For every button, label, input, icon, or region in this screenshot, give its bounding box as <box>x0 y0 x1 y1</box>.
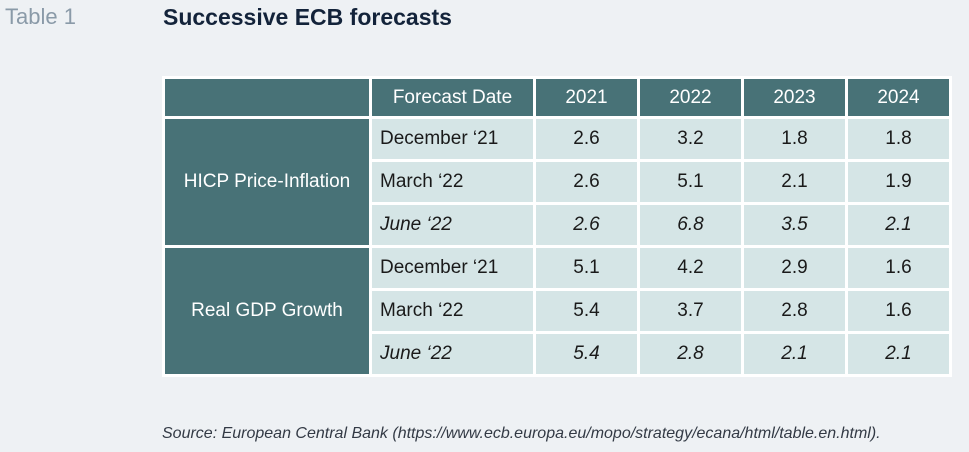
value-cell: 5.4 <box>536 334 637 374</box>
header-cell-forecast-date: Forecast Date <box>372 79 533 116</box>
group-label-gdp: Real GDP Growth <box>165 248 369 374</box>
forecast-date-cell: December ‘21 <box>372 248 533 288</box>
value-cell: 2.8 <box>640 334 741 374</box>
table-row: June ‘22 2.6 6.8 3.5 2.1 <box>165 205 949 245</box>
value-cell: 3.7 <box>640 291 741 331</box>
table-row: June ‘22 5.4 2.8 2.1 2.1 <box>165 334 949 374</box>
table-title: Successive ECB forecasts <box>163 4 452 30</box>
value-cell: 2.9 <box>744 248 845 288</box>
value-cell: 2.6 <box>536 205 637 245</box>
value-cell: 2.1 <box>848 334 949 374</box>
value-cell: 2.8 <box>744 291 845 331</box>
value-cell: 3.5 <box>744 205 845 245</box>
value-cell: 2.1 <box>744 334 845 374</box>
table-row: March ‘22 2.6 5.1 2.1 1.9 <box>165 162 949 202</box>
value-cell: 2.1 <box>744 162 845 202</box>
forecast-date-cell: June ‘22 <box>372 334 533 374</box>
value-cell: 1.6 <box>848 248 949 288</box>
header-cell-blank <box>165 79 369 116</box>
value-cell: 2.6 <box>536 162 637 202</box>
value-cell: 1.8 <box>848 119 949 159</box>
value-cell: 1.8 <box>744 119 845 159</box>
header-cell-2021: 2021 <box>536 79 637 116</box>
forecast-date-cell: December ‘21 <box>372 119 533 159</box>
value-cell: 3.2 <box>640 119 741 159</box>
group-label-hicp: HICP Price-Inflation <box>165 119 369 245</box>
value-cell: 5.4 <box>536 291 637 331</box>
forecast-date-cell: March ‘22 <box>372 162 533 202</box>
value-cell: 5.1 <box>640 162 741 202</box>
value-cell: 4.2 <box>640 248 741 288</box>
value-cell: 2.1 <box>848 205 949 245</box>
forecast-date-cell: March ‘22 <box>372 291 533 331</box>
table-row: HICP Price-Inflation December ‘21 2.6 3.… <box>165 119 949 245</box>
source-note: Source: European Central Bank (https://w… <box>162 425 881 442</box>
header-cell-2022: 2022 <box>640 79 741 116</box>
value-cell: 2.6 <box>536 119 637 159</box>
value-cell: 6.8 <box>640 205 741 245</box>
header-cell-2024: 2024 <box>848 79 949 116</box>
value-cell: 5.1 <box>536 248 637 288</box>
forecast-table: Forecast Date 2021 2022 2023 2024 HICP P… <box>162 76 952 377</box>
table-row: Real GDP Growth December ‘21 5.1 4.2 2.9… <box>165 248 949 374</box>
header-cell-2023: 2023 <box>744 79 845 116</box>
table-row: March ‘22 5.4 3.7 2.8 1.6 <box>165 291 949 331</box>
table-number-label: Table 1 <box>5 4 76 29</box>
value-cell: 1.6 <box>848 291 949 331</box>
forecast-date-cell: June ‘22 <box>372 205 533 245</box>
value-cell: 1.9 <box>848 162 949 202</box>
header-row: Forecast Date 2021 2022 2023 2024 <box>165 79 949 116</box>
